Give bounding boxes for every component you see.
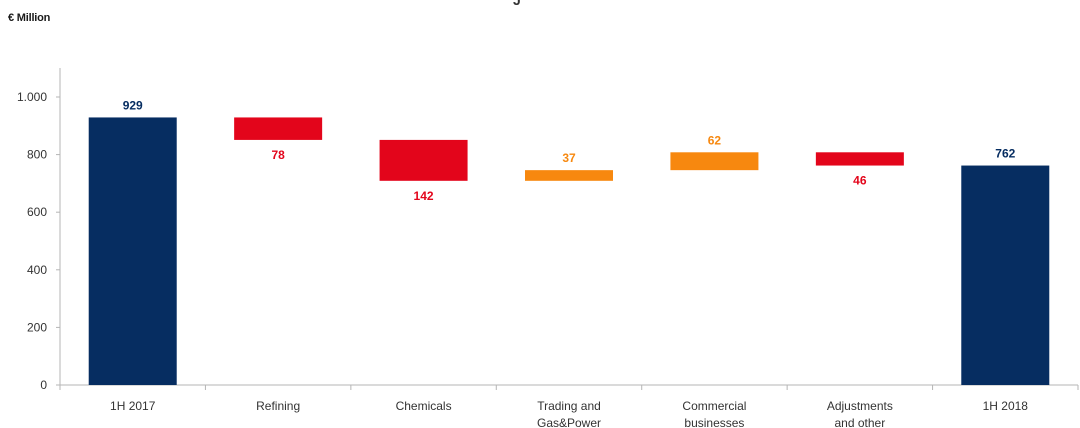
value-label: 78 [271, 148, 285, 162]
y-tick-label: 800 [27, 148, 47, 162]
category-label: Commercial [682, 399, 746, 413]
bar-1h-2018 [961, 165, 1050, 385]
bar-trading-and-gas-power [525, 170, 613, 181]
value-label: 62 [708, 133, 722, 147]
value-labels: 929 78 142 37 62 46 762 [123, 98, 1016, 202]
y-tick-label: 400 [27, 263, 47, 277]
category-labels: 1H 2017 Refining Chemicals Trading and Gas&P… [110, 399, 1028, 428]
category-label: Trading and [537, 399, 601, 413]
bar-chemicals [379, 139, 468, 181]
bar-refining [234, 117, 323, 140]
bar-adjustments-and-other [815, 152, 904, 166]
y-tick-label: 0 [40, 378, 47, 392]
y-tick-label: 200 [27, 320, 47, 334]
category-label: 1H 2018 [983, 399, 1029, 413]
category-label: and other [834, 416, 885, 428]
y-tick-label: 600 [27, 205, 47, 219]
value-label: 929 [123, 98, 143, 112]
value-label: 762 [995, 147, 1015, 161]
y-tick-label: 1.000 [17, 90, 47, 104]
y-axis: 0 200 400 600 800 1.000 [17, 68, 61, 392]
category-label: Gas&Power [537, 416, 601, 428]
category-label: businesses [684, 416, 744, 428]
bar-1h-2017 [88, 117, 177, 385]
value-label: 46 [853, 174, 867, 188]
x-axis [59, 384, 1079, 390]
category-label: Chemicals [396, 399, 452, 413]
category-label: Adjustments [827, 399, 893, 413]
bars [88, 117, 1050, 385]
value-label: 37 [562, 151, 576, 165]
unit-label: € Million [8, 12, 51, 24]
category-label: Refining [256, 399, 300, 413]
bar-commercial-businesses [670, 152, 759, 171]
category-label: 1H 2017 [110, 399, 156, 413]
title-fragment: J [513, 0, 521, 8]
value-label: 142 [414, 189, 434, 203]
